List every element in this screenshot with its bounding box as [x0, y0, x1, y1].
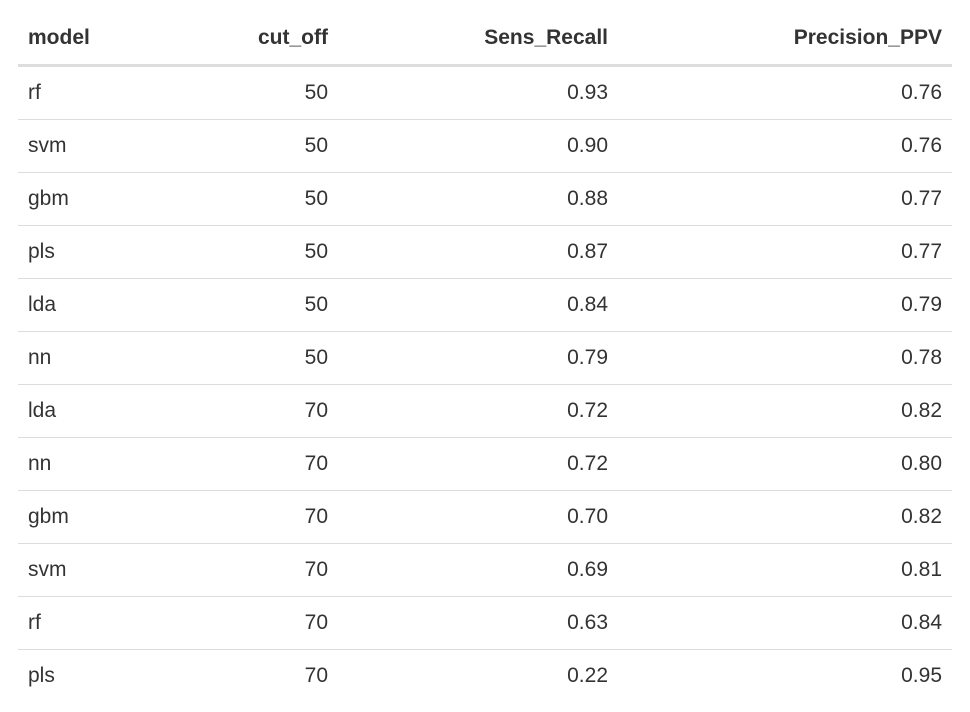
- table-row: lda 70 0.72 0.82: [18, 384, 952, 438]
- table-row: gbm 50 0.88 0.77: [18, 172, 952, 226]
- cut-off-cell: 50: [188, 172, 338, 226]
- sens-recall-cell: 0.72: [338, 384, 618, 438]
- column-header-sens-recall: Sens_Recall: [338, 12, 618, 67]
- precision-ppv-cell: 0.82: [618, 384, 952, 438]
- cut-off-cell: 70: [304, 664, 328, 687]
- sens-recall-cell: 0.79: [338, 331, 618, 385]
- model-cell: gbm: [18, 172, 188, 226]
- precision-ppv-cell: 0.77: [618, 225, 952, 279]
- precision-ppv-cell: 0.95: [901, 664, 942, 687]
- table-row: lda 50 0.84 0.79: [18, 278, 952, 332]
- table-row: nn 70 0.72 0.80: [18, 437, 952, 491]
- precision-ppv-cell: 0.76: [618, 119, 952, 173]
- sens-recall-cell: 0.90: [338, 119, 618, 173]
- model-cell: svm: [18, 119, 188, 173]
- precision-ppv-cell: 0.81: [618, 543, 952, 597]
- precision-ppv-cell: 0.79: [618, 278, 952, 332]
- model-cell: nn: [18, 331, 188, 385]
- sens-recall-cell: 0.84: [338, 278, 618, 332]
- column-header-cut-off: cut_off: [188, 12, 338, 67]
- table-container: model cut_off Sens_Recall Precision_PPV …: [18, 12, 952, 702]
- sens-recall-cell: 0.22: [567, 664, 608, 687]
- column-header-model: model: [18, 12, 188, 67]
- table-row: rf 50 0.93 0.76: [18, 65, 952, 120]
- model-cell: gbm: [18, 490, 188, 544]
- precision-ppv-cell: 0.82: [618, 490, 952, 544]
- cut-off-cell: 70: [188, 384, 338, 438]
- cut-off-cell: 50: [188, 65, 338, 120]
- sens-recall-cell: 0.93: [338, 65, 618, 120]
- cut-off-cell: 70: [188, 596, 338, 650]
- header-row: model cut_off Sens_Recall Precision_PPV: [18, 12, 952, 67]
- precision-ppv-cell: 0.77: [618, 172, 952, 226]
- model-cell: nn: [18, 437, 188, 491]
- cut-off-cell: 50: [188, 119, 338, 173]
- sens-recall-cell: 0.88: [338, 172, 618, 226]
- table-body: rf 50 0.93 0.76 svm 50 0.90 0.76 gbm 50 0.88 0.77 pl…: [18, 65, 952, 703]
- model-cell: svm: [18, 543, 188, 597]
- sens-recall-cell: 0.70: [338, 490, 618, 544]
- cut-off-cell: 70: [188, 437, 338, 491]
- table-row: svm 70 0.69 0.81: [18, 543, 952, 597]
- table-row: pls 50 0.87 0.77: [18, 225, 952, 279]
- table-row: nn 50 0.79 0.78: [18, 331, 952, 385]
- sens-recall-cell: 0.69: [338, 543, 618, 597]
- precision-ppv-cell: 0.78: [618, 331, 952, 385]
- cut-off-cell: 50: [188, 225, 338, 279]
- cut-off-cell: 50: [188, 331, 338, 385]
- model-cell: lda: [18, 278, 188, 332]
- precision-ppv-cell: 0.76: [618, 65, 952, 120]
- table-header: model cut_off Sens_Recall Precision_PPV: [18, 12, 952, 67]
- sens-recall-cell: 0.87: [338, 225, 618, 279]
- precision-ppv-cell: 0.80: [618, 437, 952, 491]
- cut-off-cell: 70: [188, 543, 338, 597]
- sens-recall-cell: 0.72: [338, 437, 618, 491]
- table-row: rf 70 0.63 0.84: [18, 596, 952, 650]
- sens-recall-cell: 0.63: [338, 596, 618, 650]
- table-row: gbm 70 0.70 0.82: [18, 490, 952, 544]
- table-row: svm 50 0.90 0.76: [18, 119, 952, 173]
- model-cell: pls: [18, 225, 188, 279]
- model-cell: pls: [28, 664, 55, 687]
- cut-off-cell: 70: [188, 490, 338, 544]
- model-cell: rf: [18, 596, 188, 650]
- model-cell: lda: [18, 384, 188, 438]
- cut-off-cell: 50: [188, 278, 338, 332]
- precision-ppv-cell: 0.84: [618, 596, 952, 650]
- model-cell: rf: [18, 65, 188, 120]
- column-header-precision-ppv: Precision_PPV: [618, 12, 952, 67]
- results-table: model cut_off Sens_Recall Precision_PPV …: [18, 12, 952, 702]
- table-row: pls 70 0.22 0.95: [18, 650, 952, 703]
